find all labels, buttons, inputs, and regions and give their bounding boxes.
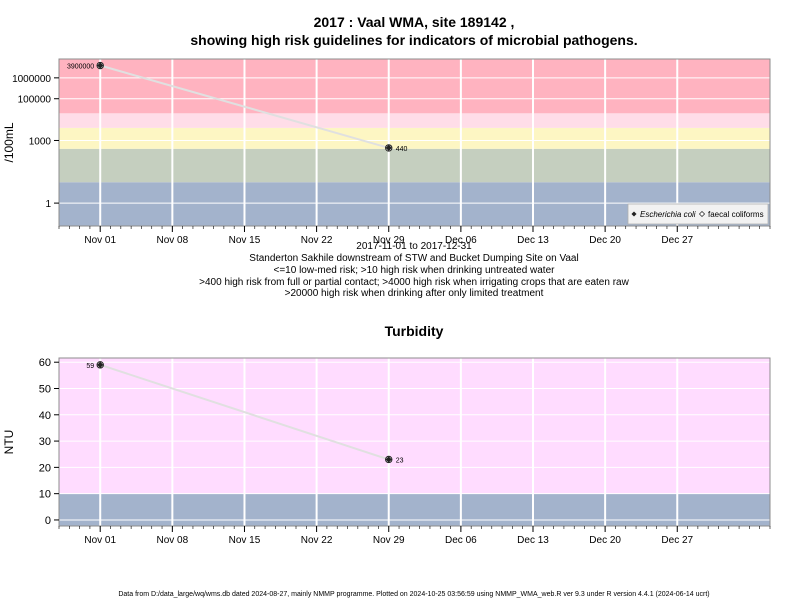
x-minor-ticks (58, 226, 771, 229)
x-tick-label: Dec 20 (589, 535, 621, 546)
footer-note: Data from D:/data_large/wq/wms.db dated … (118, 591, 709, 598)
x-tick-label: Dec 27 (661, 235, 693, 246)
x-tick-label: Nov 01 (84, 535, 116, 546)
y-tick-label: 40 (39, 410, 51, 422)
caption-site: Standerton Sakhile downstream of STW and… (249, 253, 578, 264)
series-line (99, 64, 390, 149)
caption-guideline-1: <=10 low-med risk; >10 high risk when dr… (274, 265, 556, 276)
y-tick-label: 1000 (29, 136, 52, 147)
x-tick-label: Dec 27 (661, 535, 693, 546)
x-tick-label: Nov 08 (157, 235, 189, 246)
plot-frame (58, 58, 771, 227)
caption-date-range: 2017-11-01 to 2017-12-31 (356, 241, 472, 252)
risk-band (59, 148, 770, 183)
x-tick-label: Nov 22 (301, 535, 333, 546)
x-tick-label: Dec 13 (517, 235, 549, 246)
legend-label: faecal coliforms (708, 210, 764, 219)
x-tick-label: Nov 22 (301, 235, 333, 246)
caption-guideline-2: >400 high risk from full or partial cont… (199, 277, 629, 288)
chart-title-line2: showing high risk guidelines for indicat… (190, 32, 637, 48)
x-tick-label: Dec 06 (445, 535, 477, 546)
x-tick-label: Nov 15 (229, 235, 261, 246)
x-tick-label: Dec 06 (445, 235, 477, 246)
x-tick-label: Dec 20 (589, 235, 621, 246)
x-tick-label: Nov 29 (373, 535, 405, 546)
y-tick-label: 30 (39, 436, 51, 448)
x-tick-label: Nov 08 (157, 535, 189, 546)
y-tick-label: 10 (39, 489, 51, 501)
legend-label: Escherichia coli (640, 210, 696, 219)
x-tick-label: Dec 13 (517, 535, 549, 546)
risk-band (59, 127, 770, 149)
series-line (99, 363, 390, 461)
data-label: 59 (86, 363, 94, 370)
data-point (97, 62, 104, 69)
data-point (385, 456, 392, 463)
data-label: 23 (396, 457, 404, 464)
ecoli-panel: Nov 01 Nov 08 Nov 15 Nov 22 Nov 29 Dec 06 Dec … (2, 58, 771, 246)
x-tick-label: Nov 15 (229, 535, 261, 546)
caption-guideline-3: >20000 high risk when drinking after onl… (285, 288, 544, 299)
y-tick-label: 100000 (18, 95, 52, 106)
legend-marker-open (698, 210, 706, 218)
risk-band (59, 493, 770, 526)
turbidity-panel: Nov 01 Nov 08 Nov 15 Nov 22 Nov 29 Dec 06 Dec … (2, 357, 771, 546)
legend-box (627, 203, 769, 225)
data-label: 3900000 (67, 64, 94, 71)
legend: Escherichia coli faecal coliforms (627, 203, 769, 225)
y-tick-label: 1 (45, 199, 51, 210)
y-tick-label: 1000000 (12, 74, 51, 85)
y-tick-label: 60 (39, 357, 51, 369)
risk-band (59, 358, 770, 494)
risk-band (59, 59, 770, 114)
y-tick-label: 20 (39, 462, 51, 474)
plot-frame (58, 357, 771, 527)
data-label: 440 (396, 146, 408, 153)
turbidity-title: Turbidity (385, 323, 444, 339)
y-tick-label: 0 (45, 515, 51, 527)
x-tick-label: Nov 29 (373, 235, 405, 246)
y-axis-label: /100mL (2, 122, 16, 162)
y-tick-label: 50 (39, 383, 51, 395)
y-axis-label: NTU (2, 430, 16, 455)
risk-band (59, 113, 770, 128)
x-tick-label: Nov 01 (84, 235, 116, 246)
chart-title-line1: 2017 : Vaal WMA, site 189142 , (314, 14, 515, 30)
